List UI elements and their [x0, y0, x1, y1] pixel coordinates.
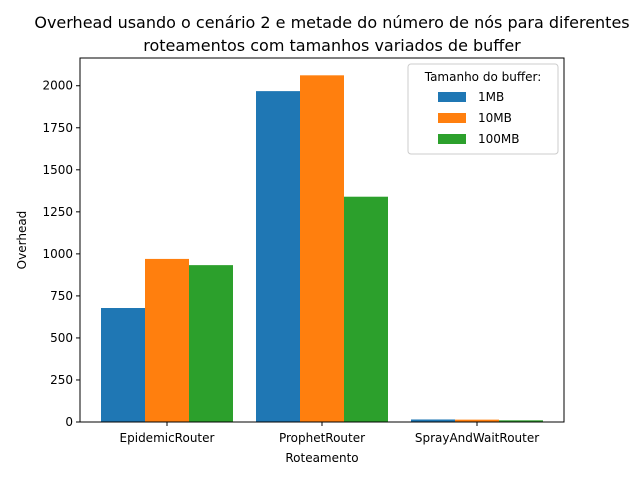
y-tick-label: 750: [50, 289, 73, 303]
bars-group: [101, 75, 543, 423]
bar-sprayandwaitrouter-10mb: [455, 419, 499, 422]
bar-prophetrouter-10mb: [300, 75, 344, 422]
x-tick-label-sprayandwaitrouter: SprayAndWaitRouter: [415, 431, 539, 445]
bar-prophetrouter-1mb: [256, 91, 300, 423]
plot-frame: [79, 57, 565, 423]
bar-epidemicrouter-1mb: [101, 308, 145, 422]
y-axis: 0 250 500 750 1000 1250 1500 1750 2000: [42, 79, 80, 429]
legend-frame: [407, 63, 559, 155]
bar-prophetrouter-100mb: [344, 196, 388, 422]
legend-swatch-10mb: [438, 113, 466, 123]
bar-sprayandwaitrouter-100mb: [499, 420, 543, 422]
legend-label-10mb: 10MB: [478, 111, 512, 125]
legend-title: Tamanho do buffer:: [424, 70, 542, 84]
y-tick-label: 250: [50, 373, 73, 387]
bar-sprayandwaitrouter-1mb: [411, 419, 455, 422]
x-axis-label: Roteamento: [285, 451, 358, 465]
x-axis: EpidemicRouter ProphetRouter SprayAndWaitR…: [120, 422, 539, 445]
legend: Tamanho do buffer: 1MB 10MB 100MB: [407, 63, 559, 155]
legend-swatch-100mb: [438, 134, 466, 144]
x-tick-label-prophetrouter: ProphetRouter: [279, 431, 365, 445]
y-tick-label: 500: [50, 331, 73, 345]
legend-swatch-1mb: [438, 92, 466, 102]
y-tick-label: 0: [65, 415, 73, 429]
chart-title-line1: Overhead usando o cenário 2 e metade do …: [34, 13, 629, 32]
y-tick-label: 1500: [42, 163, 73, 177]
y-tick-label: 2000: [42, 79, 73, 93]
bar-epidemicrouter-10mb: [145, 258, 189, 422]
legend-label-1mb: 1MB: [478, 90, 504, 104]
chart-title-line2: roteamentos com tamanhos variados de buf…: [143, 36, 521, 55]
x-tick-label-epidemicrouter: EpidemicRouter: [120, 431, 215, 445]
y-tick-label: 1000: [42, 247, 73, 261]
y-tick-label: 1750: [42, 121, 73, 135]
bar-epidemicrouter-100mb: [189, 265, 233, 422]
y-axis-label: Overhead: [15, 211, 29, 270]
y-tick-label: 1250: [42, 205, 73, 219]
legend-label-100mb: 100MB: [478, 132, 520, 146]
